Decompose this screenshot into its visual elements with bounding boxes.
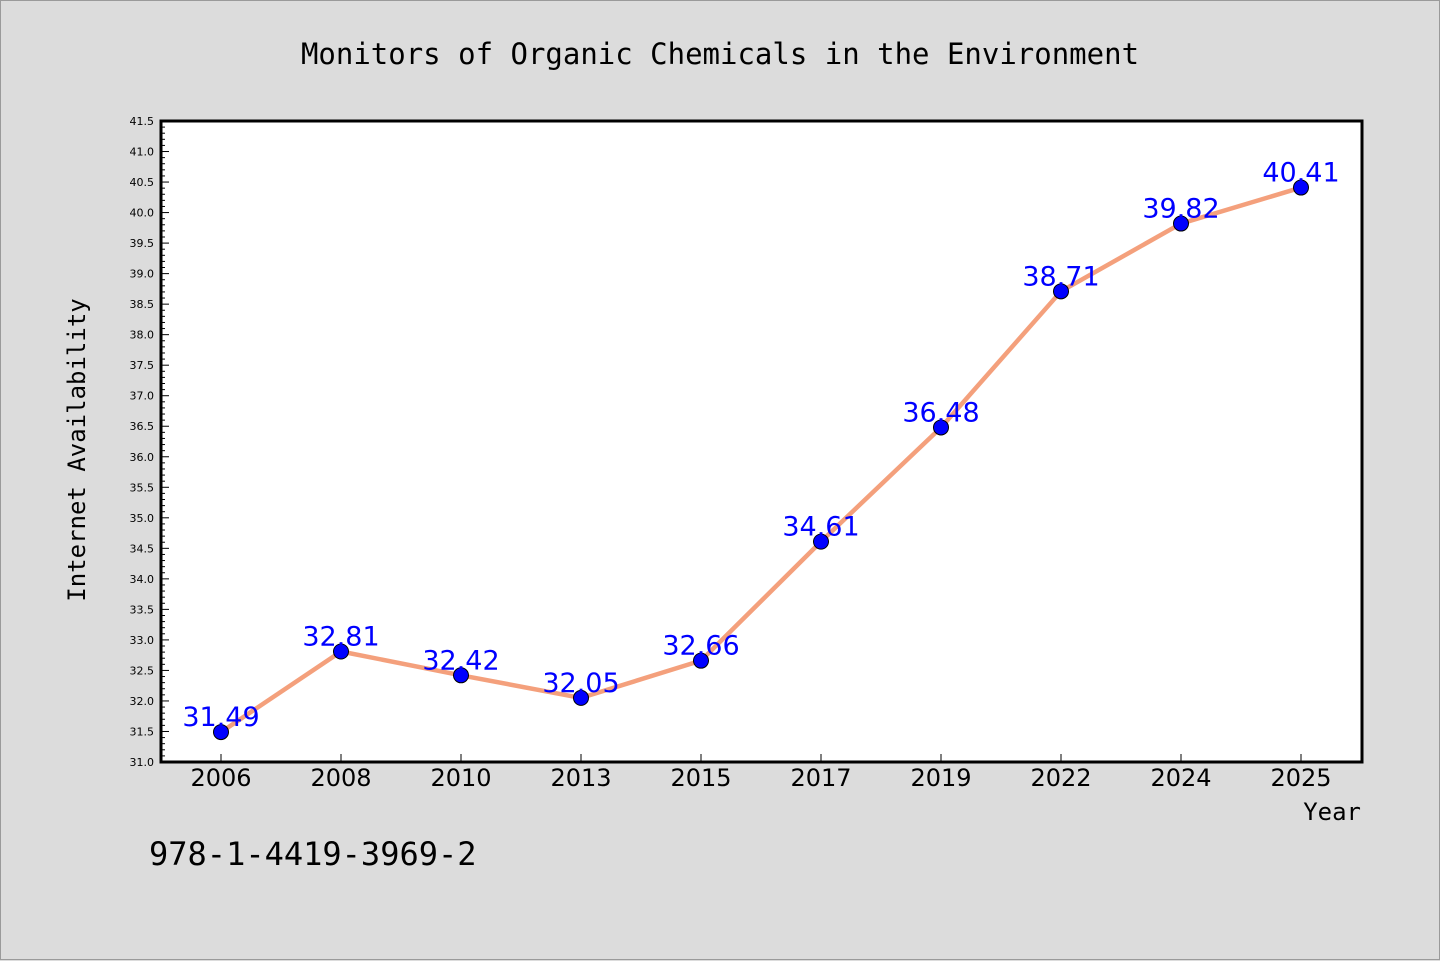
data-point-marker xyxy=(1293,179,1309,196)
y-tick-label: 34.0 xyxy=(130,573,155,586)
x-tick-label: 2024 xyxy=(1150,764,1211,792)
y-tick-label: 39.5 xyxy=(130,237,155,250)
data-label: 32.05 xyxy=(542,668,619,699)
x-tick-label: 2025 xyxy=(1270,764,1331,792)
y-tick-label: 32.5 xyxy=(130,664,155,677)
isbn-annotation: 978-1-4419-3969-2 xyxy=(149,835,477,873)
y-tick-label: 32.0 xyxy=(130,695,155,708)
x-axis-title: Year xyxy=(1303,798,1361,826)
data-label: 32.81 xyxy=(302,622,379,653)
y-tick-label: 36.0 xyxy=(130,451,155,464)
data-point-marker xyxy=(933,419,949,436)
data-point-marker xyxy=(813,533,829,550)
y-tick-label: 40.0 xyxy=(130,207,155,220)
y-tick-label: 31.5 xyxy=(130,725,155,738)
x-tick-label: 2015 xyxy=(670,764,731,792)
data-point-marker xyxy=(693,652,709,669)
y-tick-label: 39.0 xyxy=(130,268,155,281)
data-label: 31.49 xyxy=(182,702,259,733)
y-axis-ticks: 31.0 31.5 32.0 32.5 33.0 33.5 34.0 34.5 35.0 35.5… xyxy=(130,115,169,769)
data-label: 38.71 xyxy=(1022,261,1099,292)
x-tick-label: 2010 xyxy=(430,764,491,792)
plot-frame xyxy=(159,119,1364,764)
data-point-marker xyxy=(1173,215,1189,232)
data-point-marker xyxy=(453,667,469,684)
data-label: 36.48 xyxy=(902,397,979,428)
x-tick-label: 2017 xyxy=(790,764,851,792)
series-line xyxy=(218,185,1304,735)
x-tick-label: 2019 xyxy=(910,764,971,792)
data-point-marker xyxy=(333,643,349,660)
y-tick-label: 38.0 xyxy=(130,329,155,342)
y-axis-title: Internet Availability xyxy=(63,298,91,601)
y-tick-label: 41.5 xyxy=(130,115,155,128)
y-tick-label: 35.0 xyxy=(130,512,155,525)
y-tick-label: 36.5 xyxy=(130,420,155,433)
series-group: 31.49 32.81 32.42 32.05 32.66 34.61 36.48 38.71… xyxy=(182,158,1340,741)
y-tick-label: 33.5 xyxy=(130,603,155,616)
y-tick-label: 37.0 xyxy=(130,390,155,403)
data-label: 32.42 xyxy=(422,645,499,676)
x-tick-label: 2008 xyxy=(310,764,371,792)
y-tick-label: 33.0 xyxy=(130,634,155,647)
x-tick-label: 2006 xyxy=(190,764,251,792)
y-tick-label: 38.5 xyxy=(130,298,155,311)
data-point-marker xyxy=(573,689,589,706)
y-tick-label: 40.5 xyxy=(130,176,155,189)
data-label: 40.41 xyxy=(1262,158,1339,189)
y-tick-label: 41.0 xyxy=(130,146,155,159)
data-point-marker xyxy=(1053,283,1069,300)
data-point-marker xyxy=(213,724,229,741)
y-tick-label: 37.5 xyxy=(130,359,155,372)
x-tick-label: 2013 xyxy=(550,764,611,792)
y-tick-label: 34.5 xyxy=(130,542,155,555)
y-tick-label: 35.5 xyxy=(130,481,155,494)
data-label: 32.66 xyxy=(662,631,739,662)
data-label: 34.61 xyxy=(782,512,859,543)
data-label: 39.82 xyxy=(1142,194,1219,225)
chart-title: Monitors of Organic Chemicals in the Env… xyxy=(301,37,1139,71)
y-tick-label: 31.0 xyxy=(130,756,155,769)
x-tick-label: 2022 xyxy=(1030,764,1091,792)
